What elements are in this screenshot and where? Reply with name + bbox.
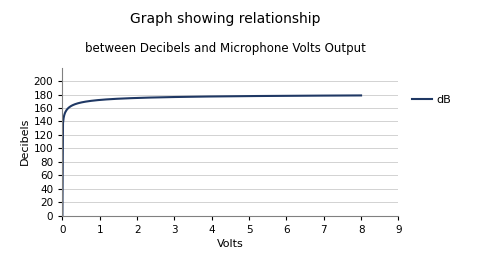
Text: between Decibels and Microphone Volts Output: between Decibels and Microphone Volts Ou… bbox=[85, 42, 366, 55]
dB bbox=[202, 95, 207, 98]
X-axis label: Volts: Volts bbox=[217, 239, 244, 249]
dB bbox=[358, 94, 364, 97]
dB bbox=[60, 214, 65, 217]
Text: Graph showing relationship: Graph showing relationship bbox=[131, 12, 321, 26]
dB bbox=[304, 94, 310, 97]
Y-axis label: Decibels: Decibels bbox=[20, 118, 29, 165]
Line: dB: dB bbox=[62, 95, 361, 216]
dB bbox=[351, 94, 357, 97]
Legend: dB: dB bbox=[408, 91, 456, 110]
dB bbox=[237, 95, 243, 98]
dB bbox=[221, 95, 227, 98]
dB bbox=[203, 95, 209, 98]
